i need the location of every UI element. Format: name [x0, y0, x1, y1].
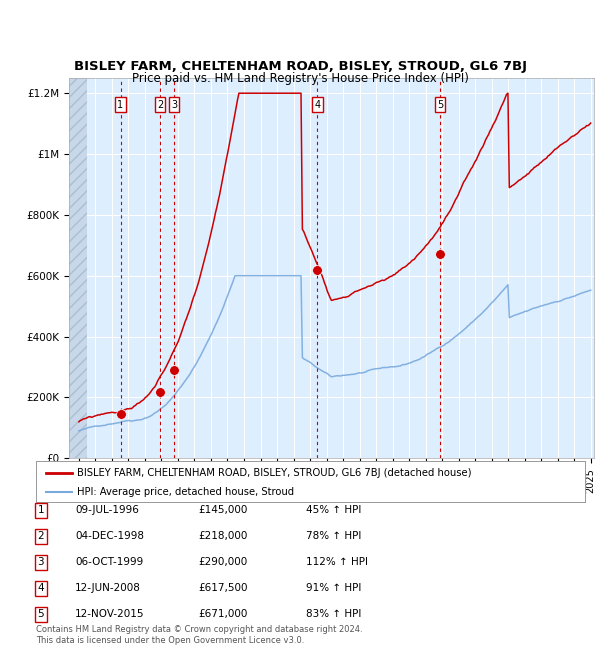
Text: 2: 2: [37, 531, 44, 541]
Text: 2: 2: [157, 99, 163, 110]
Text: 04-DEC-1998: 04-DEC-1998: [75, 531, 144, 541]
Bar: [69, 78, 87, 458]
Text: 09-JUL-1996: 09-JUL-1996: [75, 505, 139, 515]
Text: 1: 1: [118, 99, 124, 110]
Text: BISLEY FARM, CHELTENHAM ROAD, BISLEY, STROUD, GL6 7BJ (detached house): BISLEY FARM, CHELTENHAM ROAD, BISLEY, ST…: [77, 468, 472, 478]
Text: 12-NOV-2015: 12-NOV-2015: [75, 609, 145, 619]
Text: 3: 3: [171, 99, 177, 110]
Text: 12-JUN-2008: 12-JUN-2008: [75, 583, 141, 593]
Text: Price paid vs. HM Land Registry's House Price Index (HPI): Price paid vs. HM Land Registry's House …: [131, 72, 469, 85]
Text: 5: 5: [437, 99, 443, 110]
Text: 1: 1: [37, 505, 44, 515]
Text: £671,000: £671,000: [198, 609, 247, 619]
Text: £290,000: £290,000: [198, 557, 247, 567]
Text: BISLEY FARM, CHELTENHAM ROAD, BISLEY, STROUD, GL6 7BJ: BISLEY FARM, CHELTENHAM ROAD, BISLEY, ST…: [74, 60, 527, 73]
Text: HPI: Average price, detached house, Stroud: HPI: Average price, detached house, Stro…: [77, 487, 295, 497]
Text: £145,000: £145,000: [198, 505, 247, 515]
Text: 91% ↑ HPI: 91% ↑ HPI: [306, 583, 361, 593]
Text: Contains HM Land Registry data © Crown copyright and database right 2024.
This d: Contains HM Land Registry data © Crown c…: [36, 625, 362, 645]
Text: 83% ↑ HPI: 83% ↑ HPI: [306, 609, 361, 619]
Text: 112% ↑ HPI: 112% ↑ HPI: [306, 557, 368, 567]
Text: 45% ↑ HPI: 45% ↑ HPI: [306, 505, 361, 515]
Text: £218,000: £218,000: [198, 531, 247, 541]
Text: 78% ↑ HPI: 78% ↑ HPI: [306, 531, 361, 541]
Text: £617,500: £617,500: [198, 583, 248, 593]
Text: 3: 3: [37, 557, 44, 567]
Text: 4: 4: [37, 583, 44, 593]
Text: 5: 5: [37, 609, 44, 619]
Text: 06-OCT-1999: 06-OCT-1999: [75, 557, 143, 567]
Text: 4: 4: [314, 99, 320, 110]
